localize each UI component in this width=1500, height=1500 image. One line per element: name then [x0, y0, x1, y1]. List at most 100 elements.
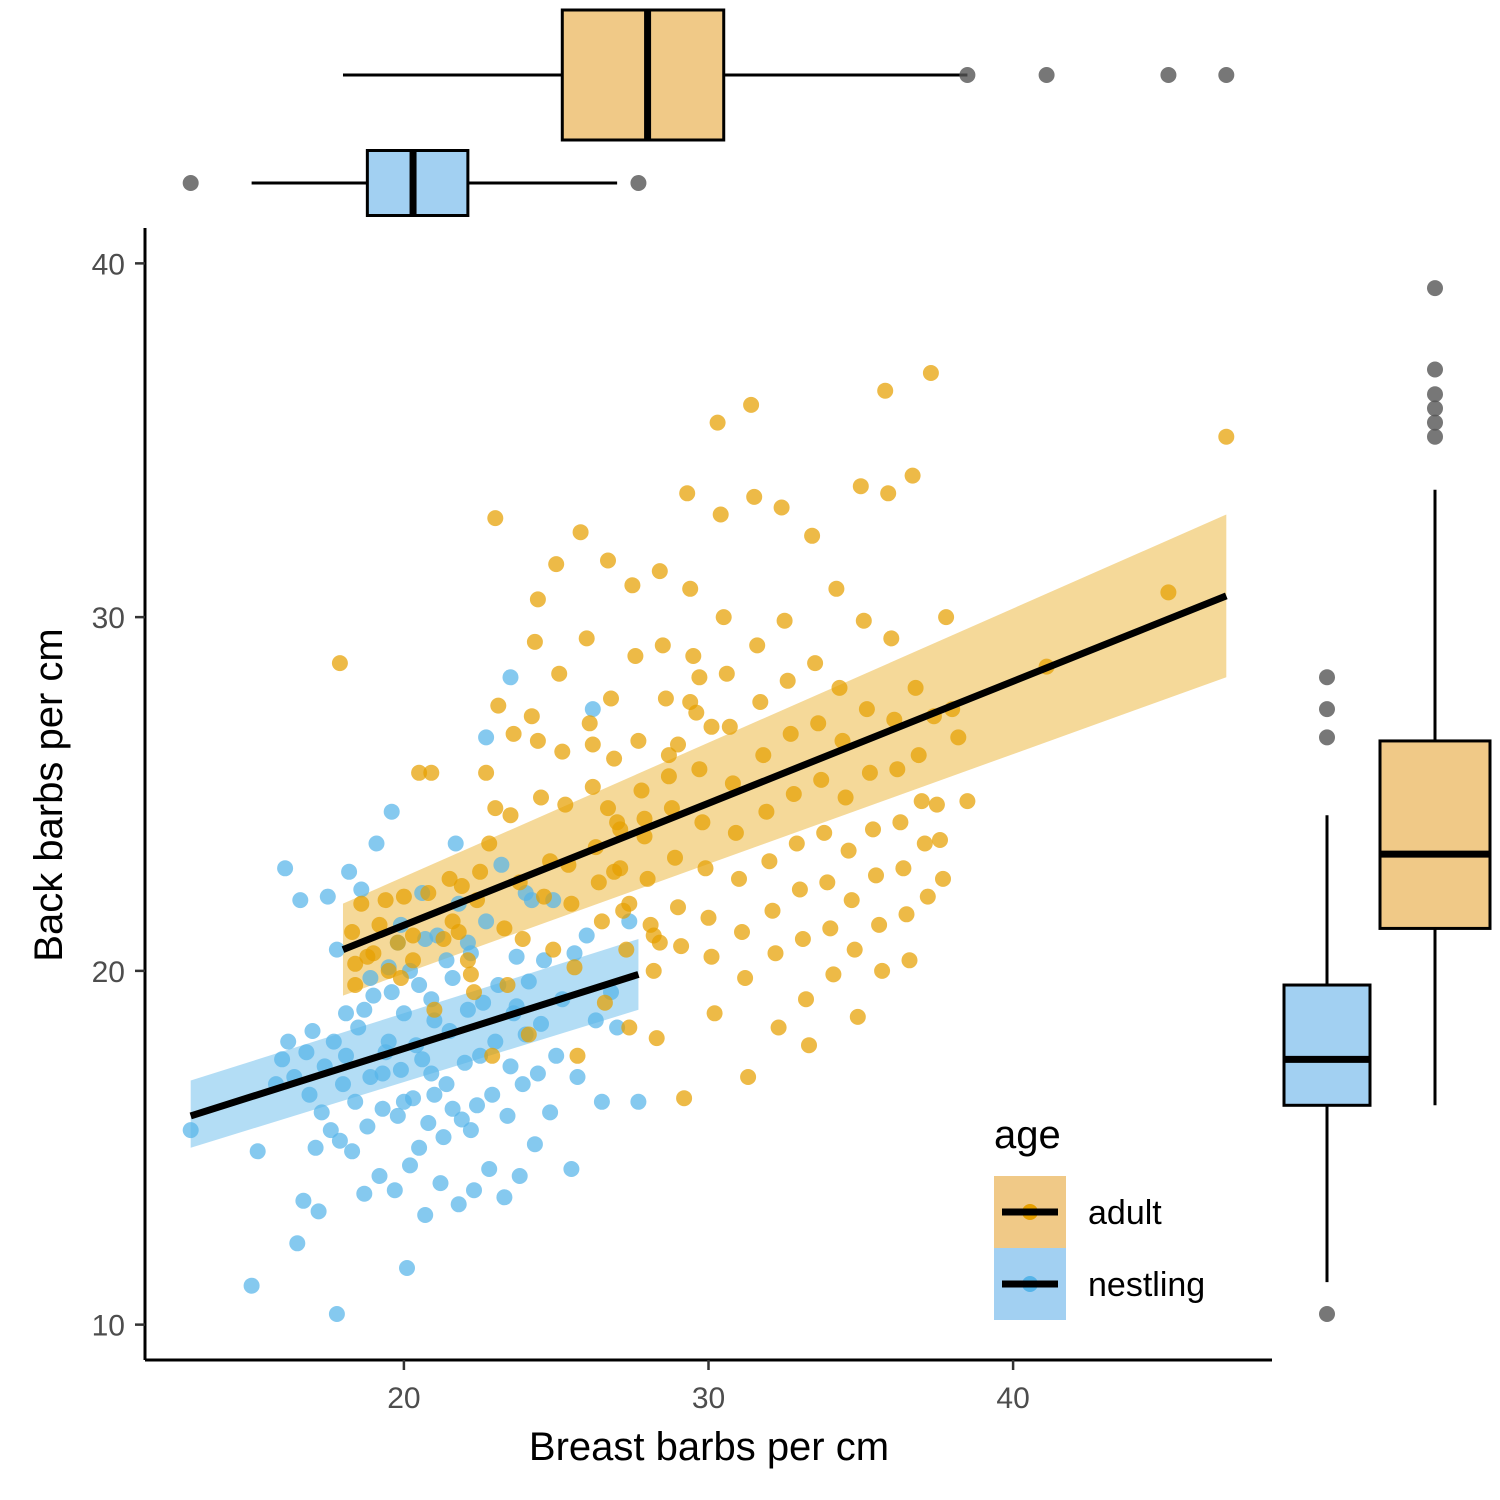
point-adult-105 [761, 853, 778, 870]
y-tick-label-30: 30 [92, 602, 125, 635]
box-y-outlier-adult-3 [1427, 386, 1443, 403]
box-y-nestling [1282, 983, 1372, 1107]
box-x-adult [560, 8, 726, 142]
point-adult-111 [779, 672, 796, 689]
point-adult-22 [490, 697, 507, 714]
point-nestling-111 [438, 952, 455, 969]
point-nestling-102 [478, 729, 495, 746]
point-adult-77 [676, 1090, 693, 1107]
point-adult-136 [855, 612, 872, 629]
point-nestling-77 [499, 1107, 516, 1124]
scatter-points [182, 365, 1235, 1322]
point-nestling-43 [395, 1005, 412, 1022]
point-adult-157 [919, 888, 936, 905]
box-y-outlier-nestling-3 [1319, 669, 1335, 686]
box-y-outlier-adult-4 [1427, 361, 1443, 378]
point-adult-19 [481, 835, 498, 852]
point-adult-145 [883, 630, 900, 647]
point-adult-195 [353, 895, 370, 912]
point-nestling-117 [462, 1122, 479, 1139]
point-nestling-28 [350, 1019, 367, 1036]
point-adult-2 [347, 977, 364, 993]
point-adult-166 [959, 793, 976, 810]
point-adult-109 [773, 499, 790, 516]
point-adult-8 [405, 927, 421, 944]
box-y-outlier-adult-1 [1427, 414, 1443, 431]
point-nestling-118 [328, 1306, 345, 1322]
point-adult-37 [551, 665, 568, 682]
point-adult-163 [938, 609, 955, 626]
point-adult-82 [691, 761, 708, 778]
point-adult-124 [819, 874, 836, 891]
point-adult-110 [776, 612, 793, 629]
point-adult-63 [633, 782, 650, 799]
point-adult-120 [807, 655, 824, 672]
point-nestling-39 [383, 803, 400, 820]
box-x-outlier-nestling-0 [182, 175, 199, 191]
point-nestling-98 [609, 1019, 626, 1036]
point-adult-140 [868, 867, 884, 884]
point-adult-103 [755, 747, 772, 764]
point-adult-100 [746, 488, 763, 505]
point-adult-184 [529, 591, 546, 608]
point-nestling-66 [466, 1182, 482, 1199]
point-nestling-0 [182, 1122, 199, 1139]
point-adult-94 [727, 824, 744, 841]
point-adult-83 [694, 814, 711, 831]
point-adult-125 [822, 920, 839, 937]
point-nestling-61 [450, 1196, 467, 1213]
point-adult-181 [606, 863, 623, 880]
point-adult-141 [871, 916, 888, 933]
point-nestling-22 [331, 1132, 348, 1149]
point-nestling-41 [389, 1107, 406, 1124]
point-adult-32 [533, 789, 549, 806]
point-nestling-93 [563, 1161, 580, 1177]
point-adult-53 [603, 690, 619, 707]
point-nestling-10 [295, 1192, 312, 1209]
point-adult-71 [657, 690, 674, 707]
legend-title: age [994, 1113, 1061, 1157]
point-adult-89 [712, 506, 729, 523]
legend-label-nestling: nestling [1088, 1266, 1205, 1304]
point-nestling-90 [542, 1104, 559, 1121]
point-nestling-82 [514, 1076, 531, 1093]
point-adult-183 [526, 633, 543, 650]
x-tick-label-20: 20 [387, 1382, 420, 1415]
point-nestling-67 [469, 1097, 485, 1114]
point-nestling-13 [304, 1023, 321, 1039]
point-adult-143 [877, 382, 894, 399]
point-nestling-8 [289, 1235, 306, 1252]
point-nestling-59 [444, 970, 461, 986]
point-adult-69 [651, 563, 668, 580]
point-nestling-11 [298, 1044, 315, 1061]
point-adult-161 [932, 832, 948, 848]
point-nestling-122 [459, 934, 476, 951]
point-adult-191 [405, 952, 421, 969]
point-nestling-36 [374, 1100, 391, 1117]
point-nestling-55 [432, 1175, 449, 1192]
point-adult-189 [441, 870, 458, 887]
point-adult-9 [411, 764, 428, 781]
point-adult-148 [892, 814, 909, 831]
point-nestling-75 [493, 856, 510, 873]
point-adult-24 [499, 977, 516, 993]
point-adult-59 [621, 1019, 638, 1036]
point-adult-79 [682, 580, 699, 597]
point-adult-153 [907, 679, 924, 696]
point-adult-28 [514, 931, 531, 947]
point-nestling-104 [414, 1051, 431, 1068]
point-nestling-121 [584, 701, 601, 718]
point-adult-99 [743, 396, 760, 413]
point-adult-132 [843, 892, 860, 909]
point-adult-38 [554, 743, 571, 760]
point-adult-41 [563, 895, 580, 912]
point-nestling-44 [399, 1260, 415, 1276]
y-tick-label-10: 10 [92, 1310, 125, 1343]
point-nestling-71 [481, 1161, 498, 1177]
point-nestling-72 [484, 1086, 501, 1103]
point-adult-117 [798, 991, 814, 1008]
point-adult-70 [654, 637, 671, 654]
point-nestling-57 [438, 1076, 455, 1093]
point-adult-7 [395, 888, 412, 905]
